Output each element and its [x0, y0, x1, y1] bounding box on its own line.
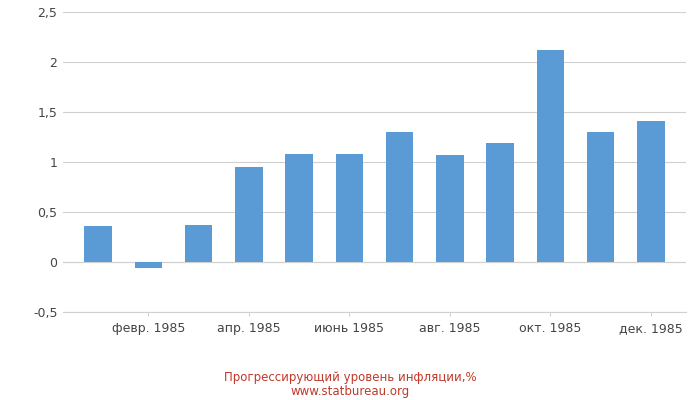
Bar — [335, 154, 363, 262]
Bar — [286, 154, 313, 262]
Bar — [587, 132, 615, 262]
Text: www.statbureau.org: www.statbureau.org — [290, 385, 410, 398]
Bar — [436, 155, 463, 262]
Bar — [185, 225, 213, 262]
Bar — [637, 121, 664, 262]
Bar — [85, 226, 112, 262]
Bar — [386, 132, 414, 262]
Bar — [134, 262, 162, 268]
Bar — [536, 50, 564, 262]
Bar — [235, 167, 262, 262]
Bar — [486, 143, 514, 262]
Text: Прогрессирующий уровень инфляции,%: Прогрессирующий уровень инфляции,% — [224, 372, 476, 384]
